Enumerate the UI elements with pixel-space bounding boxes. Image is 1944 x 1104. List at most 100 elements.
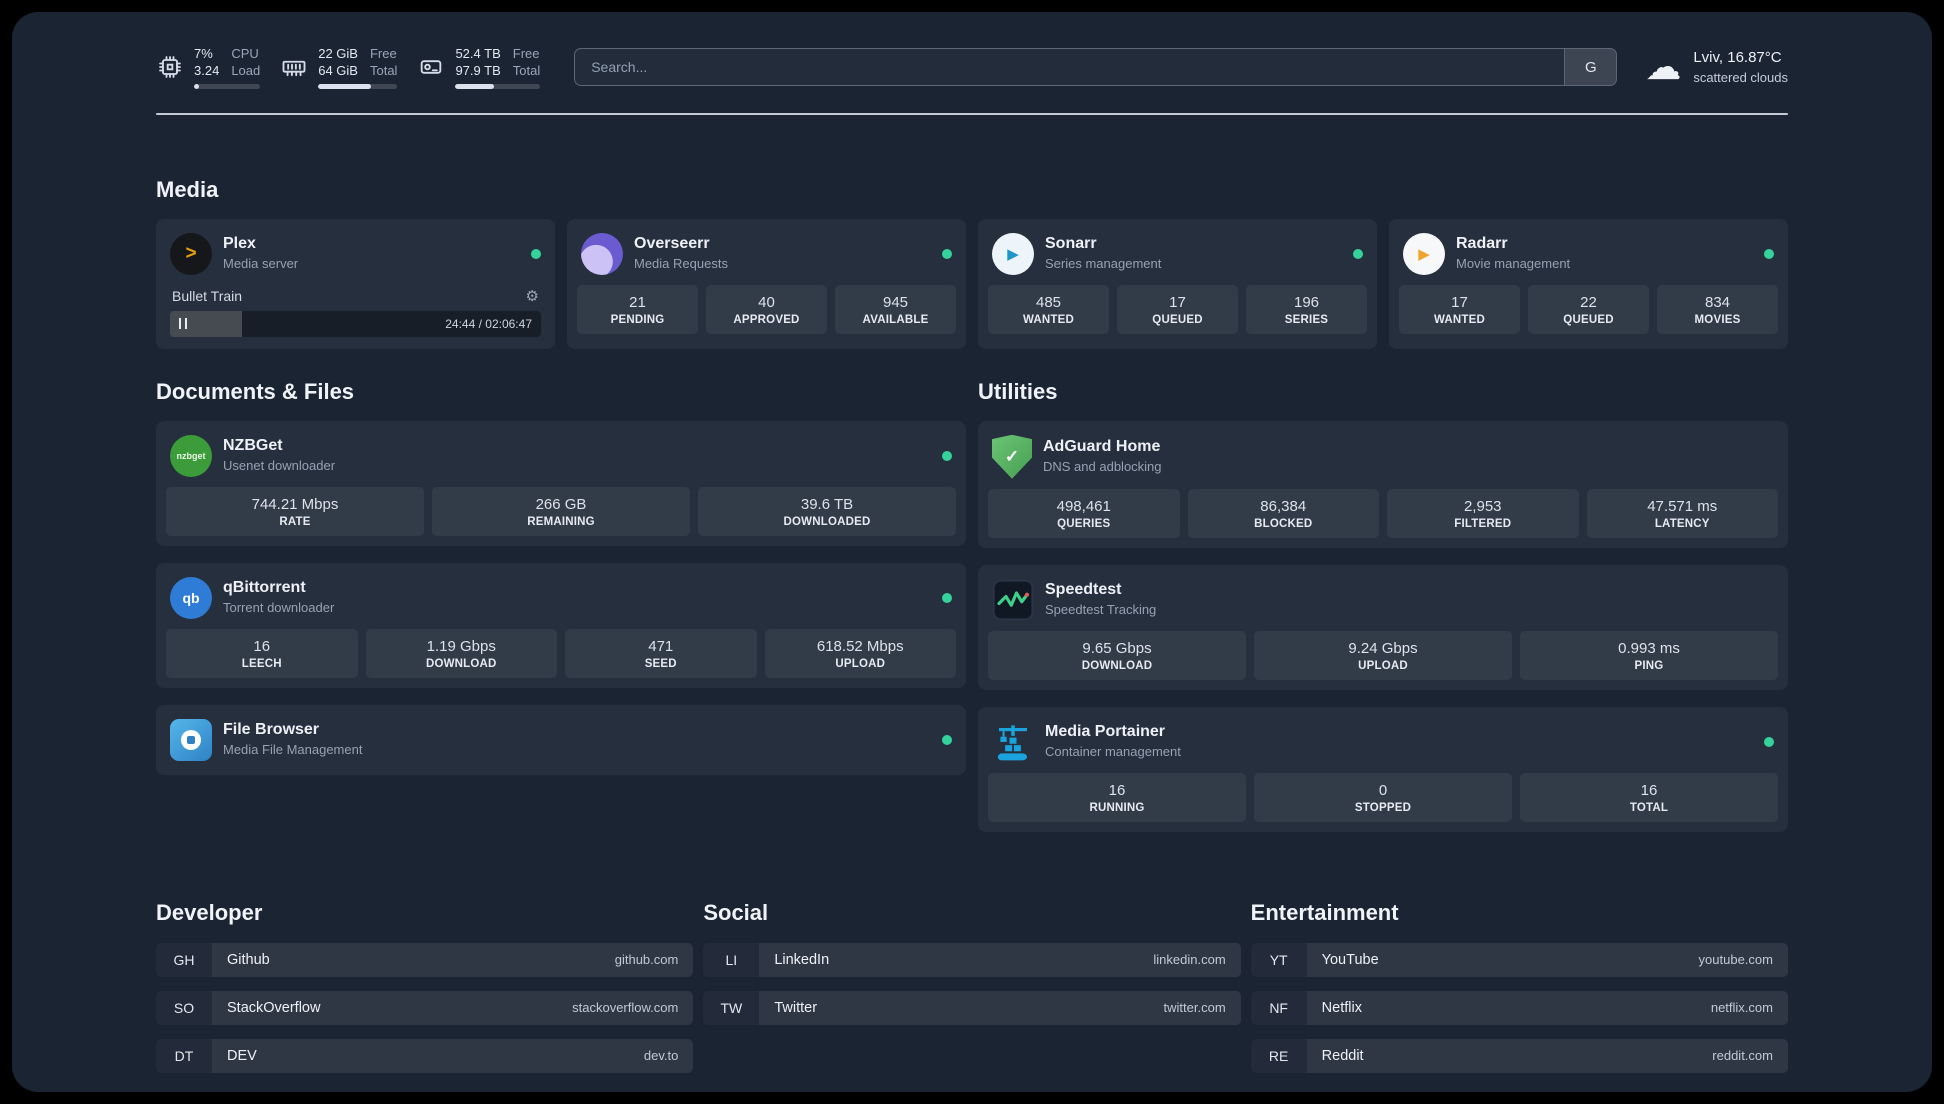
cpu-readout: 7% 3.24 CPU Load xyxy=(194,46,261,89)
bookmark-netflix[interactable]: NF Netflix netflix.com xyxy=(1251,990,1788,1025)
bookmark-name: StackOverflow xyxy=(227,999,321,1016)
service-description: Media server xyxy=(223,256,299,272)
bookmark-github[interactable]: GH Github github.com xyxy=(156,942,694,977)
service-card-nzbget[interactable]: nzbget NZBGet Usenet downloader 744.21 M… xyxy=(156,420,966,546)
bookmark-linkedin[interactable]: LI LinkedIn linkedin.com xyxy=(703,942,1241,977)
bookmark-domain: stackoverflow.com xyxy=(572,1000,679,1016)
section-title-media: Media xyxy=(156,176,219,202)
cloud-icon: ☁ xyxy=(1645,46,1682,88)
bookmark-abbr: TW xyxy=(703,991,759,1025)
plex-now-playing: Bullet Train ⚙ 24:44 / 02:06:47 xyxy=(170,287,541,337)
disk-free: 52.4 TB xyxy=(455,46,501,61)
resource-widget-cpu: 7% 3.24 CPU Load xyxy=(156,46,261,89)
resource-widget-disk: 52.4 TB 97.9 TB Free Total xyxy=(417,46,541,89)
stat-series: 196 SERIES xyxy=(1246,284,1367,334)
stat-queued: 17 QUEUED xyxy=(1117,284,1238,334)
search-input[interactable] xyxy=(575,49,1565,86)
bookmark-youtube[interactable]: YT YouTube youtube.com xyxy=(1251,942,1788,977)
cpu-label-top: CPU xyxy=(231,46,259,61)
bookmark-domain: linkedin.com xyxy=(1153,952,1226,968)
service-card-adguard[interactable]: ✓ AdGuard Home DNS and adblocking 498,46… xyxy=(978,420,1788,548)
resource-widgets: 7% 3.24 CPU Load xyxy=(156,46,541,89)
service-card-qbittorrent[interactable]: qb qBittorrent Torrent downloader 16 LEE… xyxy=(156,562,966,688)
service-description: Series management xyxy=(1045,256,1162,272)
status-dot xyxy=(942,734,952,745)
bookmark-name: Twitter xyxy=(774,999,818,1016)
section-documents-files: Documents & Files nzbget NZBGet Usenet d… xyxy=(156,379,966,832)
service-card-radarr[interactable]: ▶ Radarr Movie management 17 WANTED xyxy=(1389,218,1788,349)
stat-downloaded: 39.6 TB DOWNLOADED xyxy=(698,486,956,536)
disk-icon xyxy=(417,53,445,81)
service-name: File Browser xyxy=(223,721,320,739)
bookmark-name: YouTube xyxy=(1321,951,1379,968)
status-dot xyxy=(531,248,541,259)
search-provider-button[interactable]: G xyxy=(1564,49,1617,86)
speedtest-graph-icon xyxy=(992,579,1034,621)
disk-label-top: Free xyxy=(512,46,540,61)
radarr-icon: ▶ xyxy=(1403,232,1445,275)
service-description: Usenet downloader xyxy=(223,458,336,474)
bookmark-group-entertainment: Entertainment YT YouTube youtube.com NF … xyxy=(1251,900,1788,1073)
service-card-portainer[interactable]: Media Portainer Container management 16 … xyxy=(978,706,1788,832)
dashboard-root: 7% 3.24 CPU Load xyxy=(12,12,1932,1092)
stat-queries: 498,461 QUERIES xyxy=(988,488,1180,538)
bookmark-abbr: DT xyxy=(156,1039,212,1073)
service-card-sonarr[interactable]: ▶ Sonarr Series management 485 WANTED xyxy=(978,218,1377,349)
status-dot xyxy=(942,450,952,461)
weather-widget[interactable]: ☁ Lviv, 16.87°C scattered clouds xyxy=(1645,48,1788,86)
status-dot xyxy=(1764,248,1774,259)
service-card-filebrowser[interactable]: File Browser Media File Management xyxy=(156,704,966,775)
service-description: Media Requests xyxy=(634,256,728,272)
memory-usage-bar xyxy=(318,83,398,89)
bookmark-domain: netflix.com xyxy=(1710,1000,1773,1016)
bookmark-abbr: NF xyxy=(1251,991,1307,1025)
service-description: Container management xyxy=(1045,744,1181,760)
status-dot xyxy=(942,248,952,259)
status-dot xyxy=(942,592,952,603)
qbittorrent-icon: qb xyxy=(170,576,212,619)
service-name: Radarr xyxy=(1456,235,1508,253)
bookmark-twitter[interactable]: TW Twitter twitter.com xyxy=(703,990,1241,1025)
bookmark-name: DEV xyxy=(227,1047,257,1064)
stat-ping: 0.993 ms PING xyxy=(1520,630,1778,680)
nzbget-icon: nzbget xyxy=(170,434,212,477)
gear-icon[interactable]: ⚙ xyxy=(525,287,539,305)
topbar-divider xyxy=(156,112,1788,115)
status-dot xyxy=(1353,248,1363,259)
service-card-overseerr[interactable]: Overseerr Media Requests 21 PENDING 40 A… xyxy=(567,218,966,349)
service-card-plex[interactable]: > Plex Media server Bullet Train ⚙ xyxy=(156,218,555,349)
filebrowser-icon xyxy=(170,718,212,761)
service-description: Movie management xyxy=(1456,256,1571,272)
stat-download: 9.65 Gbps DOWNLOAD xyxy=(988,630,1246,680)
overseerr-icon xyxy=(581,232,623,275)
bookmark-reddit[interactable]: RE Reddit reddit.com xyxy=(1251,1038,1788,1073)
bookmark-domain: twitter.com xyxy=(1163,1000,1226,1016)
bookmark-dev[interactable]: DT DEV dev.to xyxy=(156,1038,694,1073)
bookmark-stackoverflow[interactable]: SO StackOverflow stackoverflow.com xyxy=(156,990,694,1025)
stat-running: 16 RUNNING xyxy=(988,772,1246,822)
disk-usage-bar xyxy=(455,83,541,89)
service-name: NZBGet xyxy=(223,437,283,455)
stat-queued: 22 QUEUED xyxy=(1528,284,1649,334)
section-utilities: Utilities ✓ AdGuard Home DNS and adblock… xyxy=(978,379,1788,832)
stat-available: 945 AVAILABLE xyxy=(835,284,956,334)
bookmark-name: Github xyxy=(227,951,270,968)
service-description: Media File Management xyxy=(223,742,363,758)
now-playing-title: Bullet Train xyxy=(172,287,243,304)
cpu-label-bottom: Load xyxy=(231,62,261,78)
bookmark-group-title: Social xyxy=(703,899,769,925)
bookmark-domain: reddit.com xyxy=(1712,1048,1773,1064)
weather-location: Lviv, 16.87°C xyxy=(1693,49,1782,67)
bookmark-abbr: YT xyxy=(1251,943,1307,977)
stat-approved: 40 APPROVED xyxy=(706,284,827,334)
player-progress-bar[interactable]: 24:44 / 02:06:47 xyxy=(170,310,541,337)
stat-blocked: 86,384 BLOCKED xyxy=(1187,488,1379,538)
service-card-speedtest[interactable]: Speedtest Speedtest Tracking 9.65 Gbps D… xyxy=(978,564,1788,690)
pause-icon[interactable] xyxy=(179,318,187,330)
sonarr-icon: ▶ xyxy=(992,232,1034,275)
service-name: Plex xyxy=(223,235,256,253)
stat-upload: 618.52 Mbps UPLOAD xyxy=(764,628,956,678)
service-description: Speedtest Tracking xyxy=(1045,602,1157,618)
memory-label-bottom: Total xyxy=(369,62,398,78)
bookmark-domain: youtube.com xyxy=(1698,952,1773,968)
